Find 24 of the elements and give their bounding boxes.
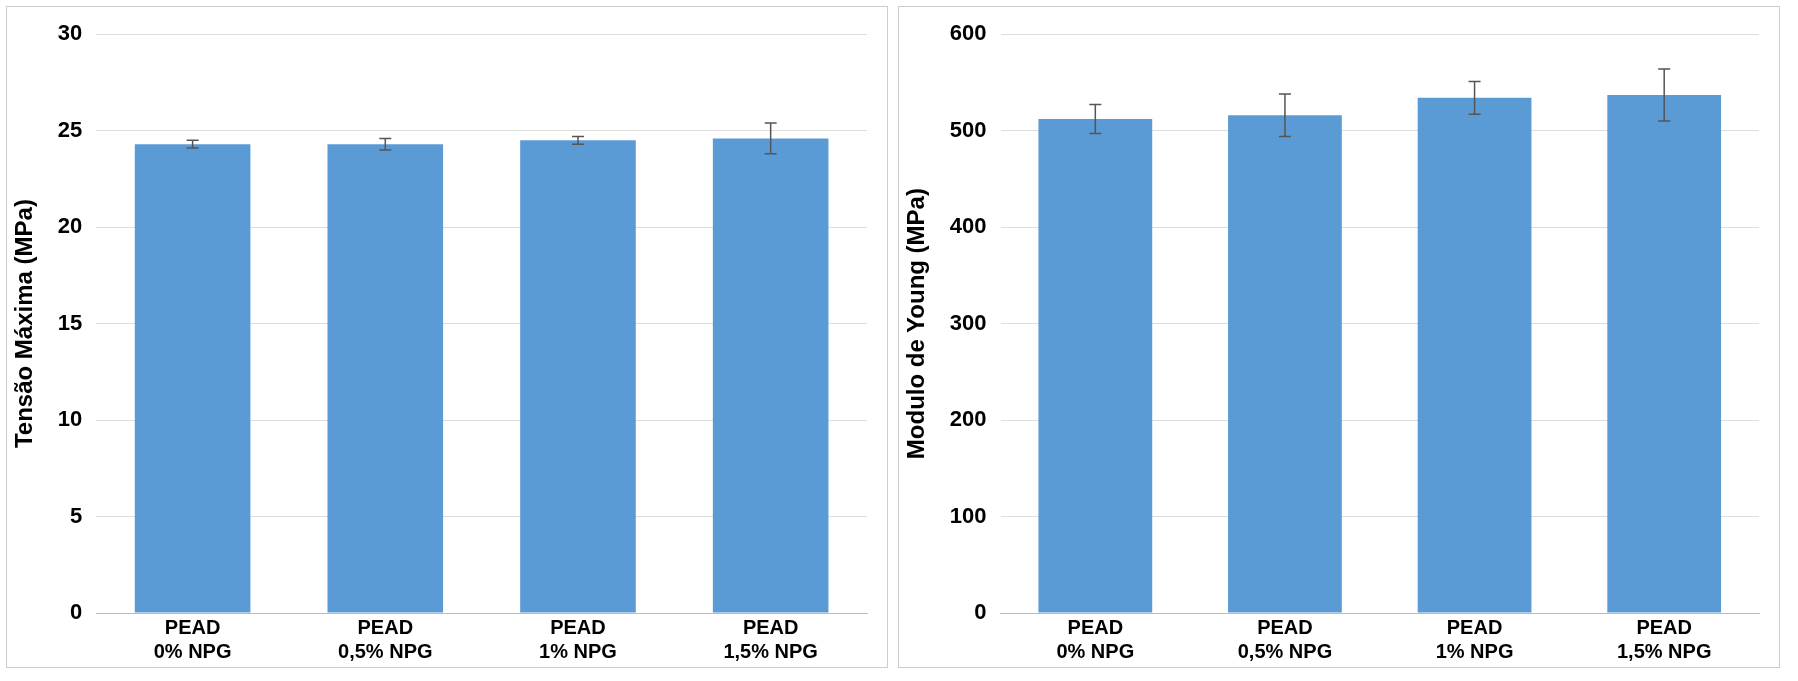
- y-tick-label: 25: [57, 116, 83, 142]
- x-tick-label: PEAD 1% NPG: [539, 615, 617, 662]
- y-tick-label: 10: [57, 406, 83, 432]
- y-tick-label: 20: [57, 213, 83, 239]
- y-tick-label: 400: [949, 213, 987, 239]
- x-tick-label: PEAD 1% NPG: [1435, 615, 1514, 662]
- x-tick-label: PEAD 0% NPG: [1056, 615, 1135, 662]
- y-axis-title: Tensão Máxima (MPa): [10, 199, 38, 449]
- x-tick-label: PEAD 0,5% NPG: [1237, 615, 1333, 662]
- y-tick-label: 200: [949, 406, 987, 432]
- y-tick-label: 0: [70, 599, 83, 625]
- x-tick-label: PEAD 1,5% NPG: [1616, 615, 1712, 662]
- x-tick-label: PEAD 1,5% NPG: [723, 615, 818, 662]
- y-tick-label: 600: [949, 20, 987, 46]
- y-tick-label: 500: [949, 116, 987, 142]
- y-tick-label: 15: [57, 309, 83, 335]
- y-tick-label: 5: [70, 502, 83, 528]
- y-axis-title: Modulo de Young (MPa): [902, 188, 930, 460]
- y-tick-label: 100: [949, 502, 987, 528]
- y-tick-label: 300: [949, 309, 987, 335]
- x-tick-label: PEAD 0,5% NPG: [338, 615, 433, 662]
- x-tick-label: PEAD 0% NPG: [153, 615, 232, 662]
- y-tick-label: 0: [974, 599, 987, 625]
- y-tick-label: 30: [57, 20, 83, 46]
